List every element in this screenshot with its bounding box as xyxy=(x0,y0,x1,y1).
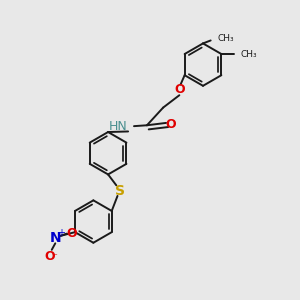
Text: CH₃: CH₃ xyxy=(240,50,257,58)
Text: ⁻: ⁻ xyxy=(52,253,58,262)
Text: N: N xyxy=(50,231,62,245)
Text: HN: HN xyxy=(109,120,127,133)
Text: +: + xyxy=(57,228,65,238)
Text: O: O xyxy=(166,118,176,131)
Text: O: O xyxy=(44,250,55,263)
Text: CH₃: CH₃ xyxy=(218,34,234,43)
Text: S: S xyxy=(115,184,125,198)
Text: O: O xyxy=(174,83,185,96)
Text: O: O xyxy=(67,227,77,240)
